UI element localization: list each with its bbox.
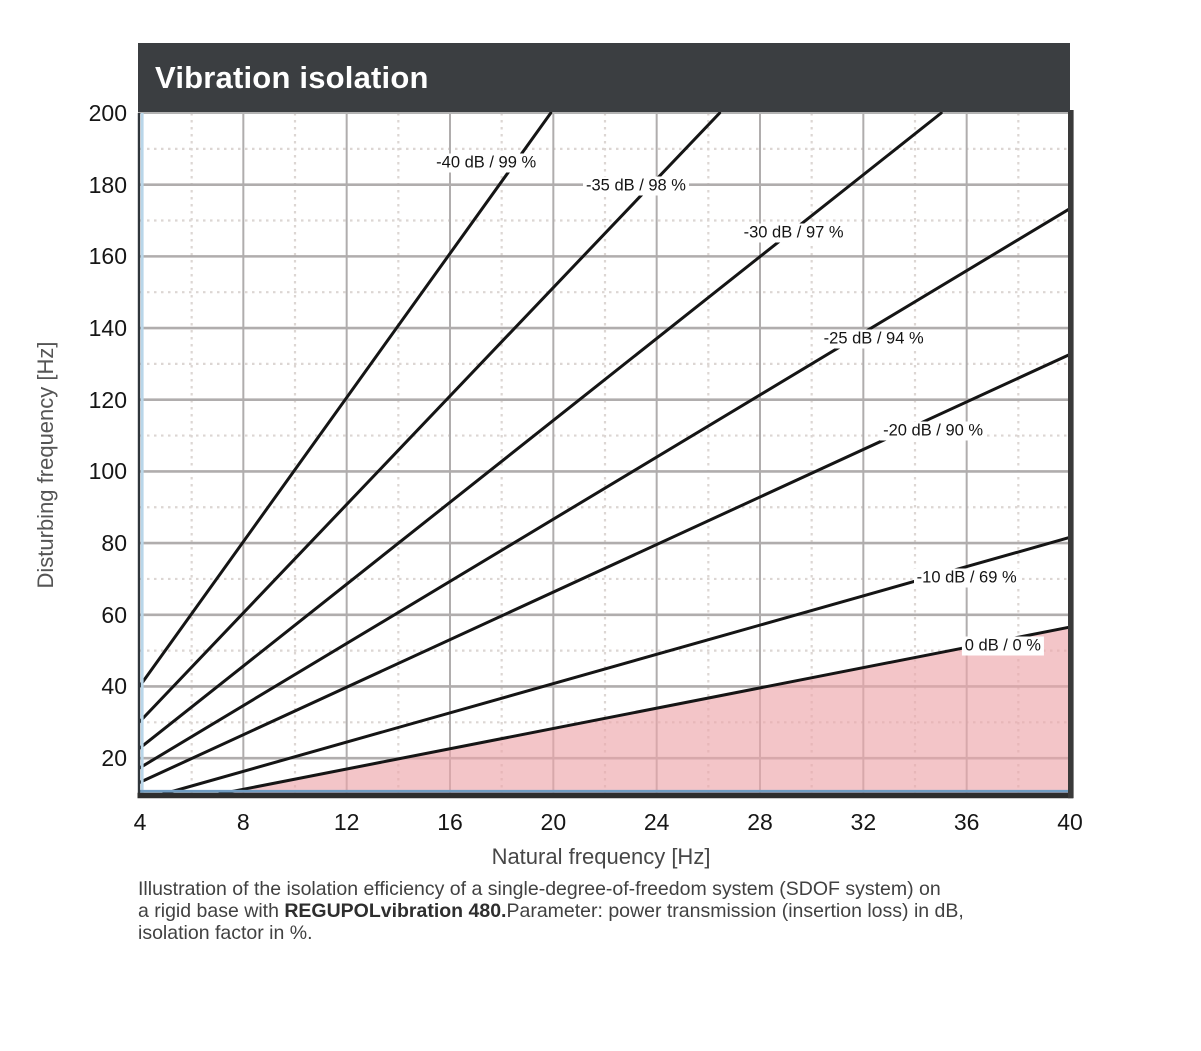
x-tick-label: 28: [747, 809, 773, 835]
caption-line-2-pre: a rigid base with: [138, 899, 285, 922]
caption-line-2: a rigid base with REGUPOLvibration 480.P…: [138, 899, 1148, 923]
isolation-line: [138, 111, 722, 723]
isolation-line-label: -35 dB / 98 %: [583, 176, 689, 196]
isolation-line-label: -40 dB / 99 %: [433, 153, 540, 173]
isolation-line-label: -25 dB / 94 %: [820, 329, 927, 349]
x-tick-label: 12: [333, 809, 360, 835]
x-tick-label: 40: [1057, 809, 1083, 835]
caption-line-1: Illustration of the isolation efficiency…: [138, 878, 941, 900]
isolation-line-label: -20 dB / 90 %: [880, 421, 987, 441]
y-tick-label: 60: [101, 601, 127, 628]
y-tick-label: 100: [88, 458, 127, 485]
y-tick-label: 160: [88, 243, 127, 270]
caption-line-2-post: Parameter: power transmission (insertion…: [506, 899, 964, 922]
x-tick-label: 36: [953, 809, 980, 835]
y-tick-label: 80: [101, 530, 127, 557]
isolation-line: [138, 111, 553, 688]
chart-title-bar: Vibration isolation: [138, 43, 1070, 112]
y-tick-label: 140: [88, 315, 127, 342]
y-tick-label: 40: [101, 673, 127, 700]
isolation-line: [138, 111, 943, 750]
figure-caption: Illustration of the isolation efficiency…: [138, 878, 1148, 945]
isolation-line: [138, 207, 1072, 770]
x-tick-label: 24: [643, 809, 670, 835]
isolation-line-label: -10 dB / 69 %: [913, 568, 1020, 588]
isolation-line-label: -30 dB / 97 %: [740, 223, 847, 243]
y-tick-label: 180: [88, 171, 127, 198]
y-tick-label: 20: [101, 745, 127, 772]
isolation-line: [217, 625, 1072, 796]
y-axis-title: Disturbing frequency [Hz]: [33, 341, 58, 589]
x-tick-label: 16: [437, 809, 463, 835]
x-tick-label: 8: [236, 809, 250, 835]
x-tick-label: 32: [850, 809, 877, 835]
chart-title: Vibration isolation: [155, 59, 429, 95]
x-axis-title: Natural frequency [Hz]: [491, 844, 711, 869]
x-tick-label: 4: [133, 809, 147, 835]
isolation-line-label: 0 dB / 0 %: [961, 636, 1044, 656]
x-tick-label: 20: [540, 809, 567, 835]
y-tick-label: 200: [88, 100, 127, 126]
caption-product-name: REGUPOLvibration 480.: [284, 899, 507, 922]
caption-line-3: isolation factor in %.: [138, 921, 313, 944]
y-tick-label: 120: [88, 386, 127, 413]
